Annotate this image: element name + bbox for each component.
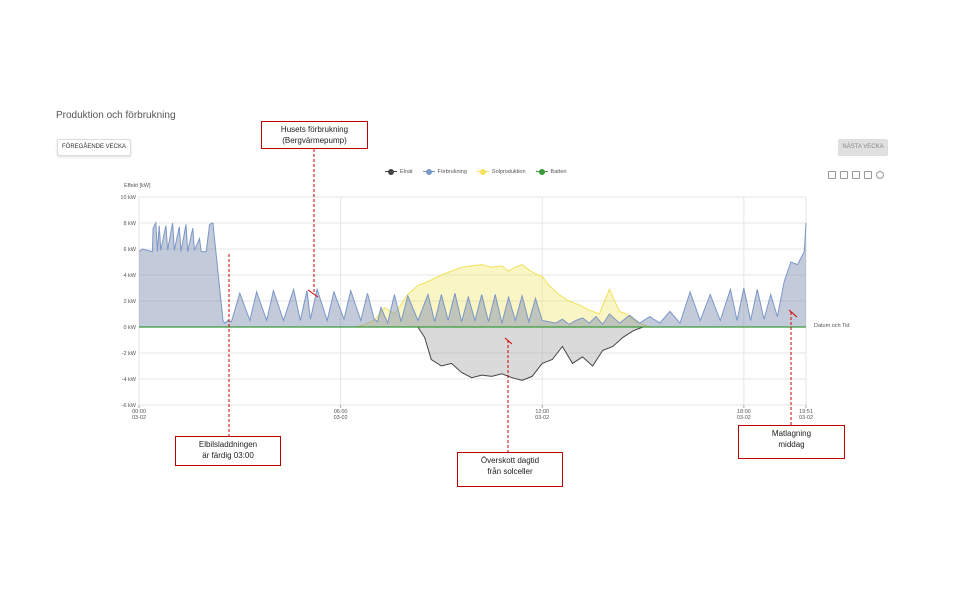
annotation-solar-surplus: Överskott dagtid från solceller xyxy=(457,452,563,487)
annotation-line: Överskott dagtid xyxy=(480,456,540,465)
x-tick-date-label: 03-02 xyxy=(132,415,146,421)
y-axis-label: Effekt [kW] xyxy=(124,183,151,189)
x-tick-date-label: 03-02 xyxy=(334,415,348,421)
zoom-icon[interactable] xyxy=(852,171,860,179)
document-icon[interactable] xyxy=(828,171,836,179)
annotation-arrow-surplus xyxy=(504,337,513,345)
x-tick-time-label: 06:00 xyxy=(334,409,348,415)
annotation-line: Matlagning xyxy=(771,429,812,438)
y-tick-label: 8 kW xyxy=(123,221,136,227)
x-tick-time-label: 12:00 xyxy=(535,409,549,415)
refresh-icon[interactable] xyxy=(876,171,884,179)
y-tick-label: -4 kW xyxy=(122,377,137,383)
series-line-elnät xyxy=(417,326,644,381)
legend-marker xyxy=(535,168,548,175)
download-icon[interactable] xyxy=(840,171,848,179)
x-axis-label: Datum och Tid xyxy=(814,323,850,329)
annotation-arrow-dinner xyxy=(788,309,798,318)
x-tick-date-label: 03-02 xyxy=(535,415,549,421)
legend-marker xyxy=(476,168,489,175)
legend-label: Solproduktion xyxy=(491,168,526,175)
x-tick-time-label: 18:00 xyxy=(737,409,751,415)
series-line-solproduktion xyxy=(357,264,650,328)
legend-label: Förbrukning xyxy=(437,168,467,175)
chart-legend: Elnät Förbrukning Solproduktion Batteri xyxy=(385,168,566,175)
chart-toolbar xyxy=(828,171,884,179)
y-tick-label: -6 kW xyxy=(122,403,137,409)
y-tick-label: -2 kW xyxy=(122,351,137,357)
previous-week-button[interactable]: FÖREGÅENDE VECKA xyxy=(57,139,131,156)
series-area-elnät xyxy=(417,327,644,381)
annotation-line: (Bergvärmepump) xyxy=(282,136,347,145)
legend-item-forbrukning[interactable]: Förbrukning xyxy=(422,168,467,175)
y-tick-label: 10 kW xyxy=(120,195,136,201)
y-tick-label: 6 kW xyxy=(123,247,136,253)
annotation-ev-charging: Elbilsladdningen är färdig 03:00 xyxy=(175,436,281,466)
annotation-line: Husets förbrukning xyxy=(280,125,349,134)
legend-item-elnat[interactable]: Elnät xyxy=(385,168,413,175)
x-tick-date-label: 03-02 xyxy=(799,415,813,421)
annotation-line: Elbilsladdningen xyxy=(198,440,258,449)
legend-marker xyxy=(385,168,397,175)
legend-marker xyxy=(422,168,435,175)
x-tick-time-label: 00:00 xyxy=(132,409,146,415)
next-week-button[interactable]: NÄSTA VECKA xyxy=(838,139,888,156)
legend-item-solproduktion[interactable]: Solproduktion xyxy=(476,168,526,175)
annotation-arrow-house xyxy=(307,289,319,298)
page-title: Produktion och förbrukning xyxy=(56,110,176,121)
annotation-line: från solceller xyxy=(487,467,533,476)
zoom-reset-icon[interactable] xyxy=(864,171,872,179)
legend-label: Batteri xyxy=(550,168,567,175)
annotation-house-consumption: Husets förbrukning (Bergvärmepump) xyxy=(261,121,368,149)
annotation-line: middag xyxy=(778,440,805,449)
series-area-förbrukning xyxy=(139,223,806,327)
x-tick-time-label: 19:51 xyxy=(799,409,813,415)
x-tick-date-label: 03-02 xyxy=(737,415,751,421)
y-tick-label: 2 kW xyxy=(123,299,136,305)
annotation-line: är färdig 03:00 xyxy=(202,451,254,460)
series-area-solproduktion xyxy=(357,264,650,327)
y-tick-label: 4 kW xyxy=(123,273,136,279)
legend-label: Elnät xyxy=(400,168,413,175)
legend-item-batteri[interactable]: Batteri xyxy=(535,168,567,175)
y-tick-label: 0 kW xyxy=(123,325,136,331)
annotation-dinner-cooking: Matlagning middag xyxy=(738,425,845,459)
series-line-förbrukning xyxy=(138,221,807,326)
